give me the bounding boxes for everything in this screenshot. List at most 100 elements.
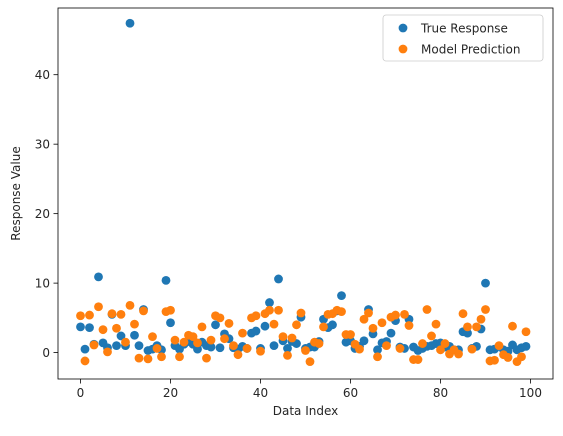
x-tick-label: 0: [77, 386, 85, 400]
x-tick-label: 40: [253, 386, 268, 400]
data-point: [454, 349, 463, 359]
axes-frame: [57, 7, 554, 380]
data-point: [251, 311, 261, 321]
y-tick-label: 0: [42, 346, 50, 360]
data-point: [76, 322, 85, 332]
x-tick-label: 20: [163, 386, 178, 400]
y-tick-label: 20: [35, 207, 50, 221]
data-point: [463, 322, 472, 332]
data-point: [220, 334, 229, 344]
data-point: [193, 344, 202, 354]
data-point: [76, 311, 85, 321]
legend: True Response Model Prediction: [382, 14, 544, 62]
x-tick-label: 60: [343, 386, 358, 400]
data-point: [80, 356, 90, 366]
data-point: [80, 344, 90, 354]
data-point: [436, 345, 445, 355]
y-tick-label: 30: [35, 137, 50, 151]
x-tick-label: 80: [433, 386, 448, 400]
data-point: [521, 341, 531, 351]
data-point: [481, 278, 490, 288]
legend-box: [382, 14, 544, 62]
data-point: [274, 274, 283, 284]
data-point: [148, 332, 157, 342]
data-point: [89, 340, 99, 350]
data-point: [170, 335, 180, 345]
legend-label: Model Prediction: [421, 42, 520, 56]
data-point: [269, 341, 279, 351]
data-point: [242, 344, 252, 353]
data-point: [188, 332, 198, 342]
legend-label: True Response: [420, 21, 508, 35]
data-point: [130, 319, 139, 329]
data-point: [166, 305, 175, 315]
data-point: [377, 318, 387, 328]
data-point: [422, 305, 432, 314]
x-tick-label: 100: [519, 386, 542, 400]
legend-marker: [398, 23, 408, 33]
data-point: [256, 346, 265, 356]
data-point: [202, 353, 211, 363]
data-point: [215, 313, 225, 323]
data-point: [292, 320, 301, 330]
data-point: [134, 341, 144, 351]
y-tick-label: 10: [35, 276, 50, 290]
data-point: [175, 352, 184, 362]
data-point: [328, 320, 337, 330]
data-point: [319, 322, 328, 332]
data-point: [179, 337, 189, 347]
data-point: [85, 323, 94, 332]
y-axis-label: Response Value: [9, 146, 23, 240]
data-point: [337, 307, 346, 317]
data-point: [395, 344, 405, 353]
x-axis-label: Data Index: [273, 404, 339, 418]
series-1: [76, 300, 531, 367]
data-point: [116, 309, 126, 319]
data-point: [508, 321, 517, 331]
data-point: [197, 322, 207, 332]
data-point: [121, 337, 130, 347]
data-point: [305, 357, 315, 367]
data-point: [166, 318, 175, 328]
data-point: [157, 352, 166, 362]
data-point: [373, 345, 382, 355]
data-point: [269, 319, 279, 329]
data-point: [490, 355, 499, 365]
data-point: [224, 319, 234, 328]
data-point: [116, 331, 126, 341]
data-point: [346, 330, 355, 339]
data-point: [287, 333, 297, 343]
data-point: [373, 352, 382, 362]
data-point: [125, 300, 135, 310]
data-point: [274, 305, 283, 315]
data-point: [143, 354, 153, 364]
y-tick-label: 40: [35, 68, 50, 82]
data-point: [260, 321, 270, 331]
data-point: [481, 305, 490, 314]
data-point: [125, 18, 135, 28]
data-point: [206, 335, 216, 345]
data-point: [94, 272, 103, 282]
data-point: [413, 355, 423, 364]
data-point: [404, 321, 414, 330]
data-point: [112, 341, 121, 351]
data-point: [400, 309, 409, 319]
data-point: [359, 336, 369, 346]
data-point: [472, 322, 481, 332]
data-point: [103, 347, 112, 357]
data-point: [364, 308, 373, 318]
data-point: [130, 330, 139, 340]
data-point: [314, 339, 324, 348]
data-point: [251, 326, 261, 336]
data-point: [265, 305, 274, 315]
data-point: [206, 342, 216, 352]
data-point: [359, 314, 369, 324]
data-point: [418, 339, 427, 348]
data-point: [161, 275, 171, 285]
data-point: [134, 353, 144, 363]
data-point: [368, 323, 378, 333]
data-point: [427, 331, 436, 341]
